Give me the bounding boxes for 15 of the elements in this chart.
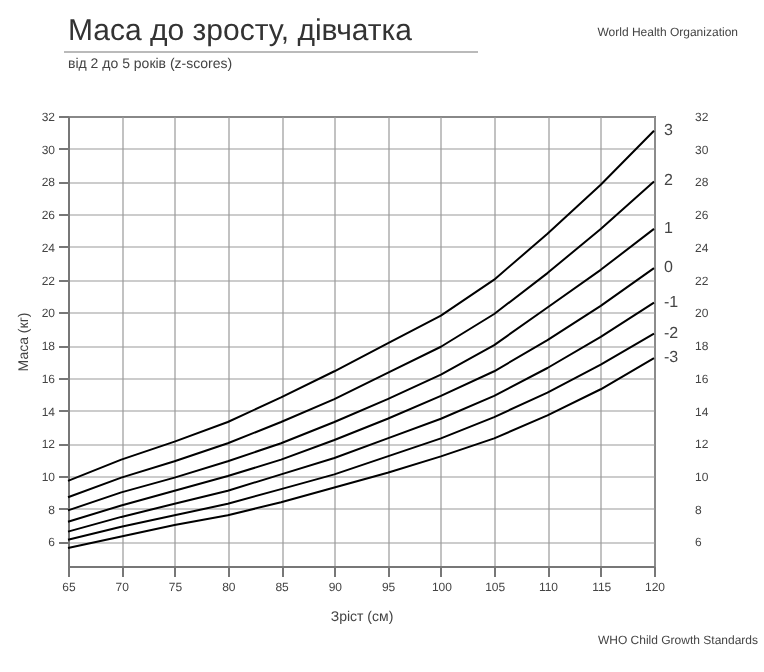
chart-title: Маса до зросту, дівчатка — [68, 14, 414, 48]
line-series — [67, 332, 655, 541]
line-series — [67, 357, 655, 549]
series-label: 2 — [664, 171, 674, 190]
series-label: -1 — [664, 292, 680, 311]
series-label: 1 — [664, 218, 674, 237]
series-label: 3 — [664, 120, 674, 139]
series-label: -2 — [664, 323, 680, 342]
line-series — [67, 180, 655, 499]
line-series — [67, 301, 655, 533]
series-label: -3 — [664, 348, 680, 367]
series-label: 0 — [664, 258, 674, 277]
line-series — [67, 129, 655, 482]
line-series — [67, 227, 655, 512]
line-series — [67, 267, 655, 523]
